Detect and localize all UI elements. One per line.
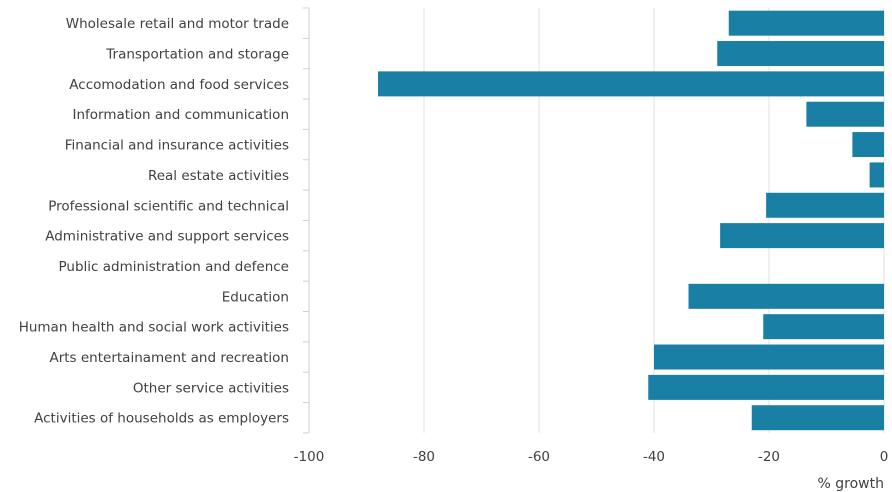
category-label: Other service activities [133, 380, 289, 396]
category-label: Financial and insurance activities [65, 138, 289, 154]
x-tick-label: -40 [643, 449, 665, 465]
category-label: Activities of households as employers [34, 411, 289, 427]
category-label: Arts entertainament and recreation [49, 350, 289, 366]
category-label: Administrative and support services [45, 229, 289, 245]
x-tick-label: 0 [880, 449, 889, 465]
category-label: Professional scientific and technical [48, 198, 289, 214]
bar [852, 132, 884, 158]
category-label: Transportation and storage [105, 47, 289, 63]
x-tick-labels: -100 -80 -60 -40 -20 0 [294, 449, 889, 465]
bar [378, 71, 884, 97]
x-axis-title: % growth [818, 476, 884, 492]
bar [654, 344, 884, 370]
x-tick-label: -60 [528, 449, 550, 465]
bar [728, 10, 884, 36]
bar [751, 405, 884, 431]
x-tick-label: -100 [294, 449, 325, 465]
y-axis-ticks [303, 7, 310, 434]
bar [806, 101, 884, 127]
category-label: Information and communication [72, 107, 289, 123]
bar [717, 41, 884, 67]
bar [648, 374, 884, 400]
bar [869, 162, 884, 188]
category-labels: Wholesale retail and motor trade Transpor… [19, 16, 289, 427]
category-label: Real estate activities [148, 168, 289, 184]
bar [763, 314, 884, 340]
x-tick-label: -20 [758, 449, 780, 465]
category-label: Public administration and defence [58, 259, 289, 275]
category-label: Wholesale retail and motor trade [66, 16, 289, 32]
bar [720, 223, 884, 249]
bars [378, 10, 884, 431]
category-label: Human health and social work activities [19, 320, 289, 336]
category-label: Accomodation and food services [69, 77, 289, 93]
bar [766, 192, 884, 218]
category-label: Education [222, 289, 289, 305]
x-tick-label: -80 [413, 449, 435, 465]
bar [688, 283, 884, 309]
